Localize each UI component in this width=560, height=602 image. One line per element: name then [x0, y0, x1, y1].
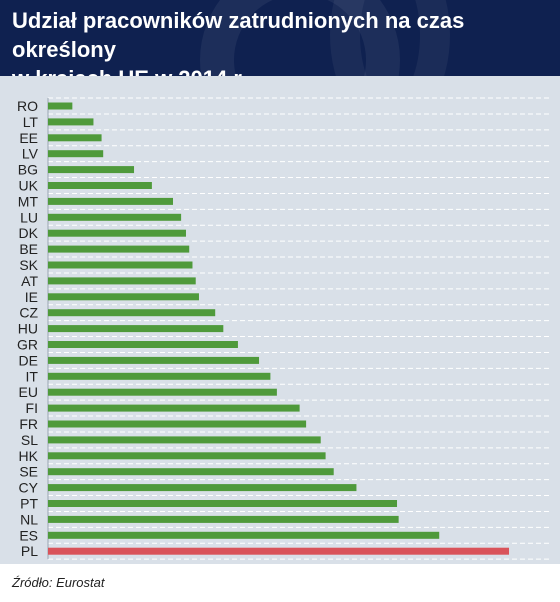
bar-uk: [48, 182, 152, 189]
category-label-at: AT: [21, 273, 38, 289]
bar-fr: [48, 420, 307, 428]
bar-gr: [48, 341, 238, 348]
grid-lines: [47, 97, 552, 560]
category-label-se: SE: [19, 464, 38, 480]
category-label-mt: MT: [18, 193, 39, 209]
category-label-ee: EE: [19, 130, 38, 146]
category-label-dk: DK: [19, 225, 39, 241]
category-label-nl: NL: [20, 511, 38, 527]
category-label-ro: RO: [17, 98, 38, 114]
plot-area-background: [0, 76, 560, 564]
bar-cz: [48, 309, 216, 317]
category-label-gr: GR: [17, 337, 38, 353]
category-label-bg: BG: [18, 162, 38, 178]
category-label-cz: CZ: [19, 305, 38, 321]
bar-se: [48, 468, 334, 476]
source-note: Źródło: Eurostat: [12, 575, 105, 590]
bar-ie: [48, 293, 199, 301]
category-label-it: IT: [26, 368, 39, 384]
bar-it: [48, 372, 271, 380]
bar-pt: [48, 500, 398, 507]
category-label-cy: CY: [19, 480, 39, 496]
category-label-be: BE: [19, 241, 38, 257]
bar-mt: [48, 197, 173, 205]
category-label-de: DE: [19, 352, 38, 368]
bar-hu: [48, 325, 224, 333]
category-label-lu: LU: [20, 209, 38, 225]
chart-title-line-2: w krajach UE w 2014 r.: [12, 64, 552, 76]
bar-ee: [48, 134, 102, 142]
bar-fi: [48, 404, 300, 412]
category-label-hk: HK: [19, 448, 39, 464]
bar-lv: [48, 150, 104, 158]
bar-ro: [48, 102, 73, 110]
bar-hk: [48, 452, 326, 460]
bar-nl: [48, 515, 399, 523]
bar-de: [48, 356, 260, 364]
category-label-pl: PL: [21, 543, 38, 559]
category-label-fi: FI: [26, 400, 38, 416]
bar-lt: [48, 118, 94, 126]
category-label-sk: SK: [19, 257, 38, 273]
category-label-lt: LT: [23, 114, 39, 130]
category-label-hu: HU: [18, 321, 38, 337]
header-banner: Udział pracowników zatrudnionych na czas…: [0, 0, 560, 76]
watermark-logo-shape-2: [330, 0, 450, 76]
bar-sl: [48, 436, 321, 444]
bar-sk: [48, 261, 193, 269]
category-label-uk: UK: [19, 178, 39, 194]
category-label-pt: PT: [20, 496, 38, 512]
category-label-lv: LV: [22, 146, 39, 162]
category-label-sl: SL: [21, 432, 38, 448]
category-labels: ROLTEELVBGUKMTLUDKBESKATIECZHUGRDEITEUFI…: [17, 98, 39, 559]
category-label-eu: EU: [19, 384, 38, 400]
bar-dk: [48, 229, 186, 237]
chart-title: Udział pracowników zatrudnionych na czas…: [12, 6, 552, 76]
bars: [48, 102, 510, 555]
bar-bg: [48, 166, 135, 174]
bar-chart: ROLTEELVBGUKMTLUDKBESKATIECZHUGRDEITEUFI…: [17, 97, 552, 560]
bar-cy: [48, 484, 357, 492]
bar-lu: [48, 213, 182, 221]
bar-eu: [48, 388, 277, 396]
bar-be: [48, 245, 190, 253]
category-label-ie: IE: [25, 289, 38, 305]
category-label-es: ES: [19, 527, 38, 543]
bar-es: [48, 531, 440, 539]
bar-pl: [48, 547, 510, 555]
category-label-fr: FR: [19, 416, 38, 432]
bar-at: [48, 277, 196, 285]
chart-title-line-1: Udział pracowników zatrudnionych na czas…: [12, 8, 465, 62]
